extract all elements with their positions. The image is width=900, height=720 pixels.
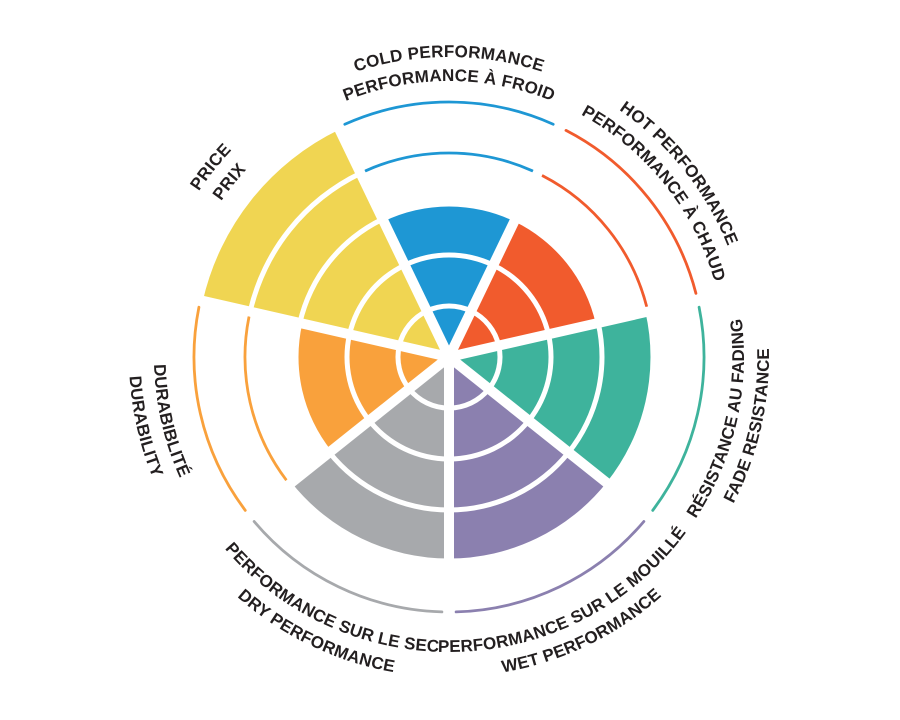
dry-performance-remainder-arc [252, 520, 444, 614]
hot-performance-remainder-arc [564, 129, 698, 295]
sector-fills [202, 129, 651, 559]
hot-performance-label-en: HOT PERFORMANCE [617, 98, 742, 248]
durability-wedge-band [298, 323, 368, 451]
wet-performance-wedge-band [449, 453, 607, 559]
durability-remainder-arc [192, 305, 247, 512]
cold-performance-remainder-arc [364, 151, 534, 173]
price-wedge-band [202, 129, 360, 312]
durability-remainder-arc [243, 315, 288, 482]
hot-performance-wedge-band [494, 221, 596, 334]
sector-separator [444, 117, 568, 360]
fade-resistance-remainder-arc [651, 305, 706, 512]
sector-separator [240, 353, 453, 525]
cold-performance-label-fr: PERFORMANCE À FROID [340, 66, 557, 105]
price-wedge-band [351, 267, 426, 346]
hot-performance-wedge-band [472, 267, 547, 346]
cold-performance-wedge-band [427, 308, 471, 357]
cold-performance-remainder-arc [343, 100, 555, 126]
sector-separators [191, 117, 707, 620]
cold-performance-wedge-band [405, 257, 493, 309]
price-wedge-band [302, 221, 404, 334]
hot-performance-label-text-en: HOT PERFORMANCE [617, 98, 742, 248]
sector-separator [445, 353, 658, 525]
hot-performance-remainder-arc [541, 174, 648, 308]
dry-performance-wedge-band [291, 453, 449, 559]
wet-performance-wedge-band [449, 422, 567, 508]
price-wedge-band [252, 175, 382, 323]
sector-separator [447, 293, 707, 362]
dry-performance-wedge-band [331, 422, 449, 508]
wet-performance-remainder-arc [454, 520, 646, 614]
fade-resistance-wedge-band [570, 312, 651, 483]
cold-performance-label-text-fr: PERFORMANCE À FROID [340, 66, 557, 105]
cold-performance-wedge-band [383, 206, 515, 263]
sector-separator [191, 293, 451, 362]
sector-separator [330, 117, 454, 360]
remainder-arcs [192, 100, 706, 614]
fade-resistance-wedge-band [530, 323, 600, 451]
